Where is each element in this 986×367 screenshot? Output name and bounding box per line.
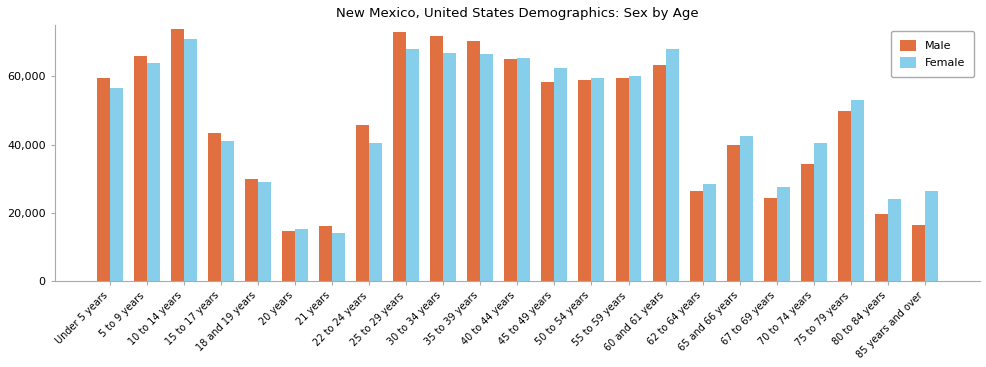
Bar <box>924 191 937 281</box>
Bar <box>331 233 345 281</box>
Bar <box>591 78 603 281</box>
Bar <box>480 54 493 281</box>
Bar <box>652 65 665 281</box>
Bar <box>726 145 739 281</box>
Bar <box>578 80 591 281</box>
Bar <box>813 143 826 281</box>
Bar <box>800 164 813 281</box>
Legend: Male, Female: Male, Female <box>890 31 973 77</box>
Bar <box>776 188 789 281</box>
Bar <box>369 143 382 281</box>
Bar <box>356 125 369 281</box>
Bar <box>702 184 715 281</box>
Bar <box>541 81 554 281</box>
Bar <box>689 191 702 281</box>
Bar <box>911 225 924 281</box>
Bar <box>183 39 196 281</box>
Bar <box>221 141 234 281</box>
Bar <box>875 214 887 281</box>
Bar <box>208 133 221 281</box>
Bar <box>466 41 480 281</box>
Bar <box>850 101 863 281</box>
Bar <box>430 36 443 281</box>
Bar <box>282 231 295 281</box>
Bar <box>257 182 270 281</box>
Bar <box>318 226 331 281</box>
Bar <box>554 68 567 281</box>
Bar <box>615 78 628 281</box>
Bar <box>405 49 419 281</box>
Bar <box>295 229 308 281</box>
Bar <box>97 77 109 281</box>
Title: New Mexico, United States Demographics: Sex by Age: New Mexico, United States Demographics: … <box>335 7 698 20</box>
Bar <box>443 52 456 281</box>
Bar <box>504 59 517 281</box>
Bar <box>739 136 752 281</box>
Bar <box>763 198 776 281</box>
Bar <box>147 63 160 281</box>
Bar <box>133 56 147 281</box>
Bar <box>245 179 257 281</box>
Bar <box>887 199 900 281</box>
Bar <box>392 32 405 281</box>
Bar <box>171 29 183 281</box>
Bar <box>665 49 677 281</box>
Bar <box>628 76 641 281</box>
Bar <box>517 58 529 281</box>
Bar <box>837 110 850 281</box>
Bar <box>109 88 122 281</box>
